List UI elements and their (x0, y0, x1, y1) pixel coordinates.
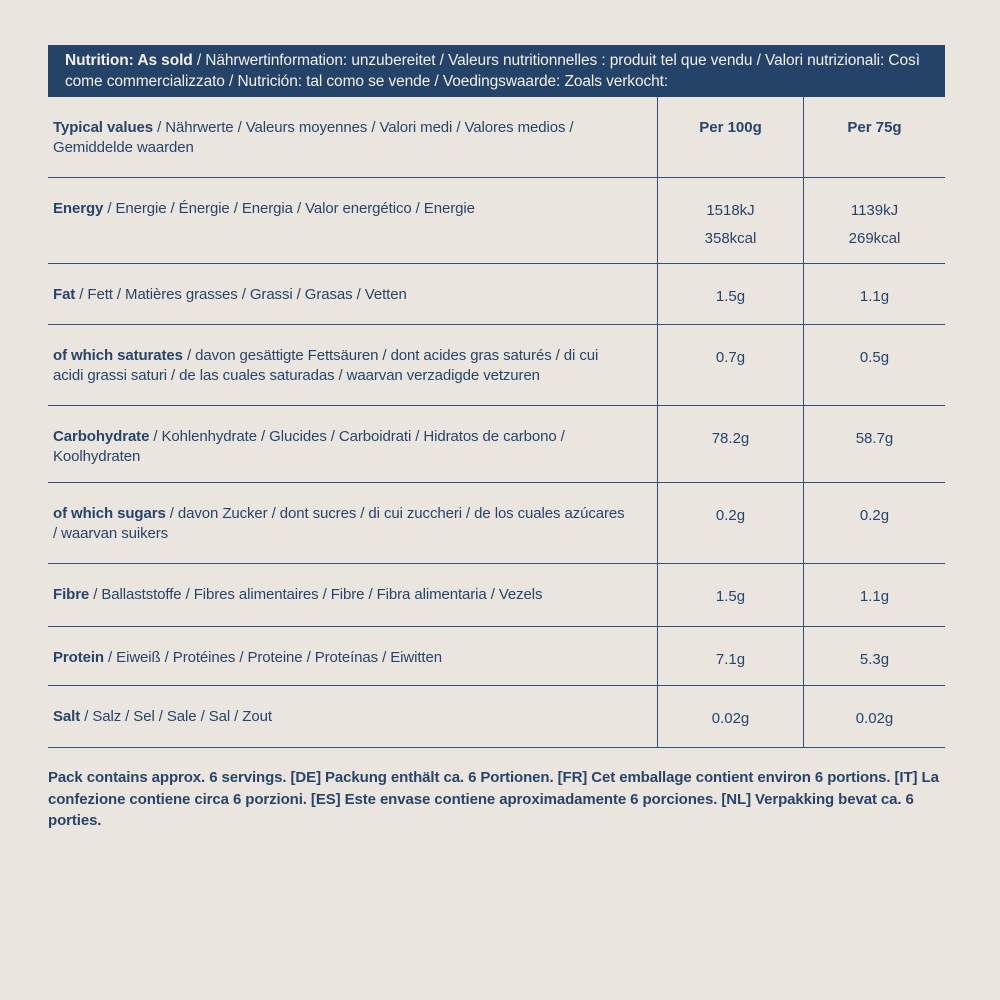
row-label-carbohydrate: Carbohydrate / Kohlenhydrate / Glucides … (48, 406, 657, 482)
value-per-75g: 0.5g (803, 325, 945, 405)
table-row-saturates: of which saturates / davon gesättigte Fe… (48, 325, 945, 406)
row-label-bold: Energy (53, 200, 104, 217)
row-label-rest: / davon Zucker / dont sucres / di cui zu… (53, 505, 625, 542)
value-per-75g: 1.1g (803, 564, 945, 626)
column-header-per-75g: Per 75g (803, 97, 945, 177)
table-row-typical-values: Typical values / Nährwerte / Valeurs moy… (48, 97, 945, 178)
nutrition-table: Typical values / Nährwerte / Valeurs moy… (48, 97, 945, 748)
row-label-bold: Fat (53, 286, 76, 303)
row-label-energy: Energy / Energie / Énergie / Energia / V… (48, 178, 657, 263)
value-per-100g: 1518kJ 358kcal (657, 178, 803, 263)
row-label-protein: Protein / Eiweiß / Protéines / Proteine … (48, 627, 657, 685)
value-per-75g: 58.7g (803, 406, 945, 482)
value-per-100g: 7.1g (657, 627, 803, 685)
row-label-bold: Typical values (53, 119, 154, 136)
row-label-typical-values: Typical values / Nährwerte / Valeurs moy… (48, 97, 657, 177)
row-label-rest: / Nährwerte / Valeurs moyennes / Valori … (53, 119, 574, 156)
nutrition-header-bar: Nutrition: As sold / Nährwertinformation… (48, 45, 945, 97)
table-row-carbohydrate: Carbohydrate / Kohlenhydrate / Glucides … (48, 406, 945, 483)
header-title-rest: / Nährwertinformation: unzubereitet / Va… (65, 52, 920, 90)
row-label-salt: Salt / Salz / Sel / Sale / Sal / Zout (48, 686, 657, 747)
pack-servings-note: Pack contains approx. 6 servings. [DE] P… (48, 769, 939, 829)
value-per-100g: 1.5g (657, 264, 803, 324)
column-header-per-100g: Per 100g (657, 97, 803, 177)
nutrition-label: Nutrition: As sold / Nährwertinformation… (48, 45, 945, 832)
header-title-bold: Nutrition: As sold (65, 52, 193, 69)
value-per-75g: 0.2g (803, 483, 945, 563)
value-per-100g: 1.5g (657, 564, 803, 626)
row-label-bold: Salt (53, 708, 81, 725)
row-label-fibre: Fibre / Ballaststoffe / Fibres alimentai… (48, 564, 657, 626)
value-per-100g: 0.2g (657, 483, 803, 563)
table-row-sugars: of which sugars / davon Zucker / dont su… (48, 483, 945, 564)
table-row-energy: Energy / Energie / Énergie / Energia / V… (48, 178, 945, 264)
row-label-rest: / Energie / Énergie / Energia / Valor en… (103, 200, 475, 217)
value-per-75g: 5.3g (803, 627, 945, 685)
table-row-salt: Salt / Salz / Sel / Sale / Sal / Zout 0.… (48, 686, 945, 748)
value-per-75g: 1.1g (803, 264, 945, 324)
row-label-bold: Fibre (53, 586, 90, 603)
table-row-protein: Protein / Eiweiß / Protéines / Proteine … (48, 627, 945, 686)
table-row-fat: Fat / Fett / Matières grasses / Grassi /… (48, 264, 945, 325)
row-label-rest: / davon gesättigte Fettsäuren / dont aci… (53, 347, 599, 384)
row-label-bold: of which sugars (53, 505, 166, 522)
row-label-fat: Fat / Fett / Matières grasses / Grassi /… (48, 264, 657, 324)
row-label-rest: / Fett / Matières grasses / Grassi / Gra… (75, 286, 407, 303)
value-per-75g: 0.02g (803, 686, 945, 747)
row-label-rest: / Salz / Sel / Sale / Sal / Zout (80, 708, 272, 725)
row-label-rest: / Kohlenhydrate / Glucides / Carboidrati… (53, 428, 565, 465)
row-label-bold: of which saturates (53, 347, 183, 364)
row-label-sugars: of which sugars / davon Zucker / dont su… (48, 483, 657, 563)
row-label-bold: Protein (53, 649, 104, 666)
row-label-saturates: of which saturates / davon gesättigte Fe… (48, 325, 657, 405)
value-per-100g: 0.02g (657, 686, 803, 747)
table-row-fibre: Fibre / Ballaststoffe / Fibres alimentai… (48, 564, 945, 627)
value-per-75g: 1139kJ 269kcal (803, 178, 945, 263)
row-label-rest: / Eiweiß / Protéines / Proteine / Proteí… (103, 649, 442, 666)
value-per-100g: 78.2g (657, 406, 803, 482)
value-per-100g: 0.7g (657, 325, 803, 405)
row-label-bold: Carbohydrate (53, 428, 150, 445)
row-label-rest: / Ballaststoffe / Fibres alimentaires / … (89, 586, 543, 603)
